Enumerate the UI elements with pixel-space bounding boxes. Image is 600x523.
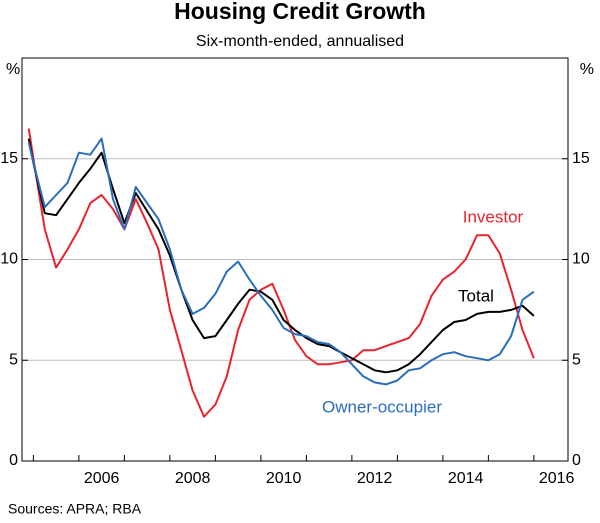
series-label: Investor [463,207,524,226]
y-tick-label: 15 [0,150,18,167]
y-tick-label: 5 [9,351,18,368]
y2-tick-label: 0 [572,452,581,469]
series-line [27,137,535,386]
x-tick-label: 2008 [175,470,211,487]
y-unit-left: % [6,61,20,78]
chart-subtitle: Six-month-ended, annualised [196,33,404,50]
y-tick-label: 10 [0,251,18,268]
y2-tick-label: 15 [572,150,590,167]
series-line [27,128,535,418]
series-label: Total [458,286,494,305]
y-unit-right: % [580,61,594,78]
y2-tick-label: 5 [572,351,581,368]
y2-tick-label: 10 [572,251,590,268]
x-tick-label: 2016 [539,470,575,487]
chart-title: Housing Credit Growth [174,0,426,24]
x-tick-label: 2014 [448,470,484,487]
x-tick-label: 2006 [84,470,120,487]
series-line [27,138,535,374]
x-tick-label: 2012 [357,470,393,487]
y-tick-label: 0 [9,452,18,469]
x-tick-label: 2010 [266,470,302,487]
series-label: Owner-occupier [322,397,442,416]
source: Sources: APRA; RBA [8,501,142,517]
plot-frame [21,57,569,462]
